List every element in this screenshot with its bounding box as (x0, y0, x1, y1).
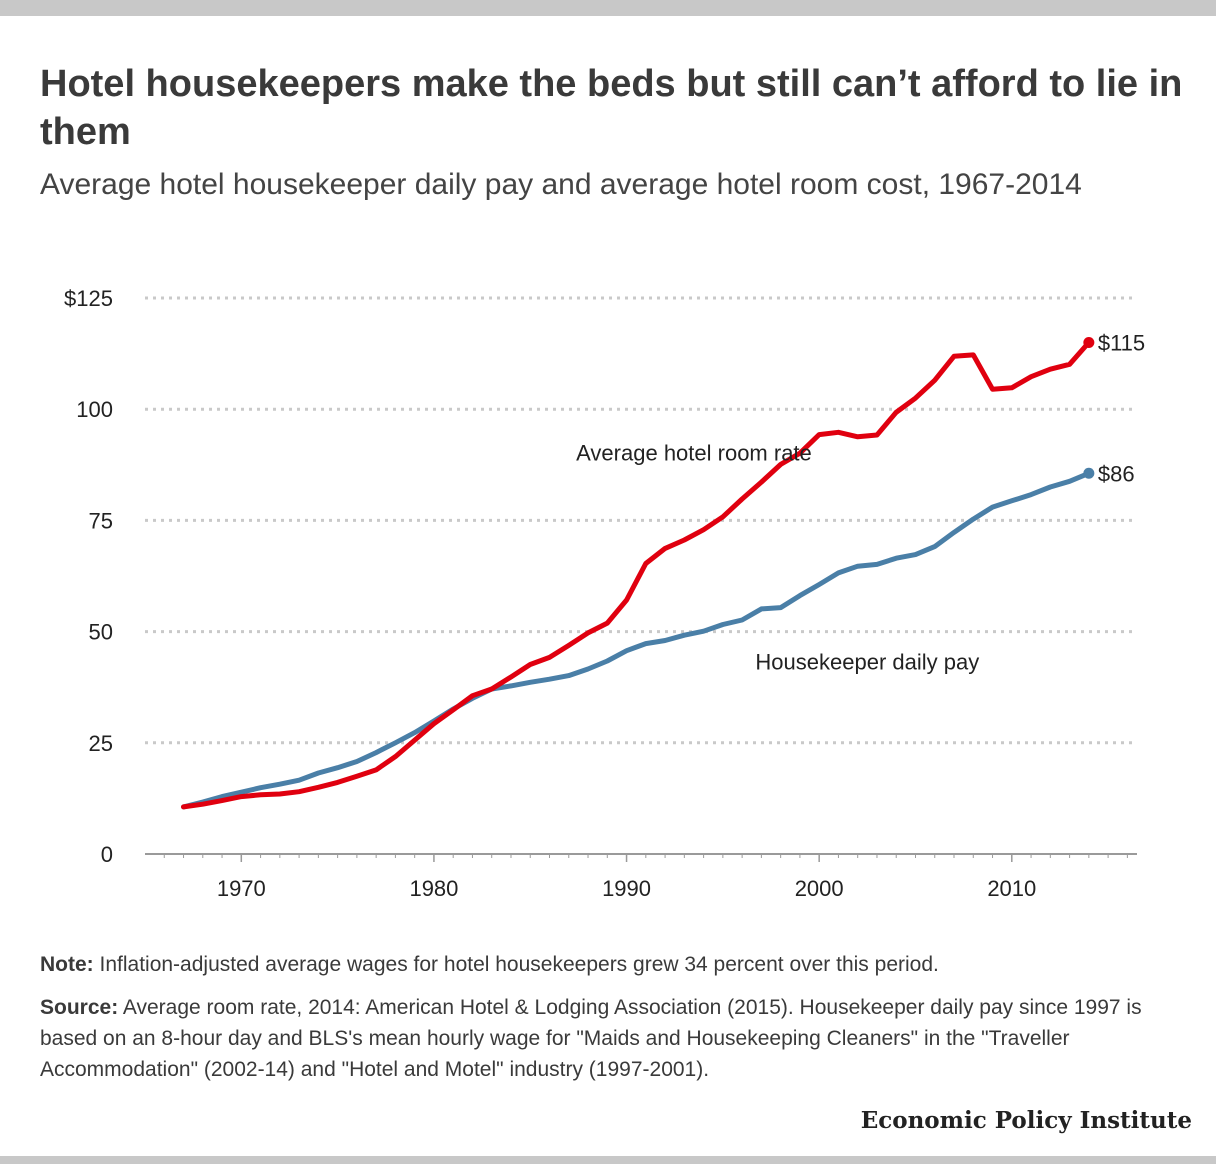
top-border-bar (0, 0, 1216, 16)
x-tick-label: 1970 (217, 876, 266, 901)
housekeeper-pay-end-point (1083, 467, 1095, 479)
y-tick-label: 100 (76, 397, 113, 422)
x-axis: 1970 1980 1990 2000 2010 (145, 853, 1137, 901)
room-rate-line (181, 340, 1092, 810)
chart-title: Hotel housekeepers make the beds but sti… (40, 63, 1183, 153)
y-tick-label: $125 (64, 286, 113, 311)
series-lines (181, 336, 1095, 810)
room-rate-series-label: Average hotel room rate (576, 440, 812, 465)
room-rate-end-label: $115 (1098, 330, 1145, 355)
gridlines (145, 296, 1137, 745)
housekeeper-pay-end-label: $86 (1098, 461, 1135, 486)
note-text: Inflation-adjusted average wages for hot… (93, 953, 939, 976)
housekeeper-pay-series-label: Housekeeper daily pay (755, 649, 979, 674)
x-tick-label: 1990 (602, 876, 651, 901)
x-tick-label: 1980 (409, 876, 458, 901)
y-tick-label: 75 (89, 508, 113, 533)
chart-note: Note: Inflation-adjusted average wages f… (40, 950, 1190, 980)
chart-subtitle: Average hotel housekeeper daily pay and … (40, 168, 1082, 201)
note-label: Note: (40, 953, 94, 976)
y-tick-label: 25 (89, 731, 113, 756)
x-tick-label: 2000 (795, 876, 844, 901)
source-label: Source: (40, 996, 119, 1019)
bottom-border-bar (0, 1156, 1216, 1164)
housekeeper-pay-line (181, 470, 1092, 810)
source-text: Average room rate, 2014: American Hotel … (40, 996, 1142, 1081)
chart-source: Source: Average room rate, 2014: America… (40, 992, 1180, 1085)
y-tick-label: 50 (89, 620, 113, 645)
publisher-logo-text: Economic Policy Institute (860, 1107, 1192, 1134)
room-rate-end-point (1083, 336, 1095, 348)
x-tick-label: 2010 (987, 876, 1036, 901)
y-axis-tick-labels: 0 25 50 75 100 $125 (64, 286, 113, 867)
y-tick-label: 0 (101, 842, 113, 867)
chart-labels: $86 $115 Average hotel room rate Housekeepe… (576, 330, 1145, 674)
